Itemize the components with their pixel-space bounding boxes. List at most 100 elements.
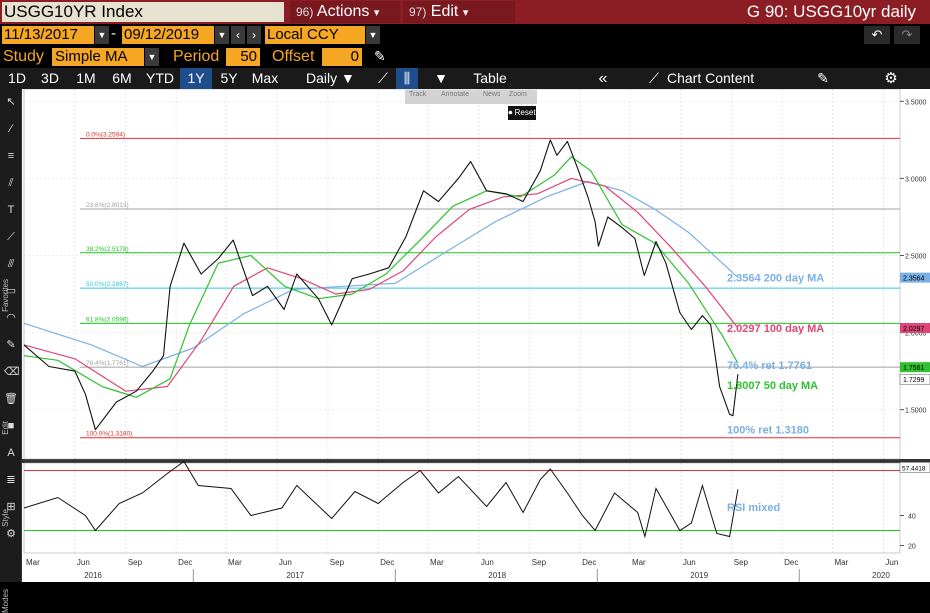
x-month-label: Dec (784, 558, 798, 567)
trash-icon[interactable]: 🗑 (4, 393, 18, 405)
actions-menu-button[interactable]: 96) Actions ▾ (290, 1, 400, 23)
line-tool-icon[interactable]: ∕ (10, 123, 12, 135)
period-field[interactable]: 50 (226, 48, 260, 66)
pencil-icon[interactable]: ✎ (374, 48, 386, 64)
settings-icon[interactable]: ⚙ (6, 528, 16, 540)
undo-icon[interactable]: ↶ (864, 26, 890, 44)
price-chart[interactable]: 0.0%(3.2594) 23.6%(2.8013) 38.2%(2.5178) 50… (22, 89, 930, 582)
x-month-label: Dec (178, 558, 192, 567)
edit-menu-button[interactable]: 97) Edit ▾ (403, 1, 515, 23)
bar-chart-icon[interactable]: ⫼ (396, 68, 418, 89)
start-date-field[interactable]: 11/13/2017 (2, 26, 94, 44)
x-month-label: Jun (885, 558, 898, 567)
x-month-label: Jun (77, 558, 90, 567)
table-button[interactable]: Table (473, 70, 507, 86)
x-month-label: Sep (532, 558, 547, 567)
chart-content-button[interactable]: Chart Content (667, 70, 755, 86)
x-axis-area (22, 553, 930, 582)
period-label: Period (173, 48, 220, 65)
weight-icon[interactable]: ≣ (6, 474, 16, 486)
annotate-icon[interactable]: ✎ (817, 70, 829, 86)
axis-tag-box (900, 272, 930, 283)
offset-label: Offset (272, 48, 315, 65)
channel-tool-icon[interactable]: ⫻ (7, 258, 15, 270)
end-date-field[interactable]: 09/12/2019 (122, 26, 214, 44)
x-month-label: Mar (632, 558, 646, 567)
period-button-3d[interactable]: 3D (41, 70, 59, 86)
x-month-label: Mar (834, 558, 848, 567)
x-year-label: 2016 (84, 571, 102, 580)
gear-icon[interactable]: ⚙ (884, 70, 898, 87)
parallel-tool-icon[interactable]: ⫽ (8, 177, 14, 189)
fib-tool-icon[interactable]: ≡ (7, 150, 15, 162)
x-year-label: 2018 (488, 571, 506, 580)
period-button-6m[interactable]: 6M (112, 70, 132, 86)
edit-section-label: Edit (1, 421, 10, 435)
x-month-label: Mar (228, 558, 242, 567)
mode-icon[interactable]: ⊞ (6, 501, 16, 513)
period-button-1d[interactable]: 1D (8, 70, 26, 86)
start-date-dropdown-icon[interactable]: ▼ (95, 26, 109, 44)
currency-field[interactable]: Local CCY (265, 26, 365, 44)
reset-button[interactable]: ⏺ Reset (508, 106, 536, 120)
x-month-label: Mar (430, 558, 444, 567)
fib-level-label: 0.0%(3.2594) (86, 131, 125, 138)
rsi-right-axis (900, 463, 930, 553)
x-month-label: Sep (734, 558, 749, 567)
currency-dropdown-icon[interactable]: ▼ (366, 26, 380, 44)
chevron-right-icon[interactable]: › (247, 26, 261, 44)
period-button-ytd[interactable]: YTD (146, 70, 174, 86)
chart-mode-bar[interactable]: Track Annotate News Zoom (405, 90, 537, 104)
redo-icon[interactable]: ↷ (894, 26, 920, 44)
brush-tool-icon[interactable]: ✎ (6, 339, 16, 351)
date-separator: - (111, 25, 116, 42)
rsi-y-tick-label: 40 (908, 514, 916, 521)
axis-tag-box (899, 373, 930, 385)
font-icon[interactable]: A (7, 447, 15, 459)
ray-tool-icon[interactable]: ⟋ (7, 231, 15, 243)
edit-menu-number: 97) (409, 5, 427, 19)
modes-section-label: Modes (1, 589, 10, 613)
chevron-left-icon[interactable]: ‹ (231, 26, 245, 44)
line-chart-icon[interactable]: ⟋ (378, 70, 388, 86)
chevron-down-icon: ▾ (373, 7, 380, 19)
x-month-label: Sep (128, 558, 143, 567)
mode-news[interactable]: News (483, 91, 501, 98)
drawing-toolbar: ↖ ∕ ≡ ⫽ T ⟋ ⫻ ▭ ◠ ✎ ⌫ 🗑 ■ A ≣ ⊞ ⚙ Favorites Edit Style M… (0, 89, 22, 613)
axis-tag-label: 2.3564 (903, 276, 925, 283)
x-month-label: Jun (683, 558, 696, 567)
period-button-max[interactable]: Max (251, 70, 279, 86)
collapse-icon[interactable]: « (598, 70, 608, 87)
offset-field[interactable]: 0 (322, 48, 362, 66)
chart-type-dropdown-icon[interactable]: ▼ (434, 70, 448, 86)
cursor-icon[interactable]: ↖ (6, 96, 16, 108)
rsi-plot-area (22, 463, 900, 553)
ticker-field[interactable]: USGG10YR Index (2, 2, 284, 22)
period-button-1y[interactable]: 1Y (180, 68, 212, 89)
rsi-last-box (899, 462, 930, 473)
text-tool-icon[interactable]: T (7, 204, 15, 216)
end-date-dropdown-icon[interactable]: ▼ (215, 26, 229, 44)
arc-tool-icon[interactable]: ◠ (6, 312, 16, 324)
color-icon[interactable]: ■ (7, 420, 15, 432)
date-range-bar: 11/13/2017 ▼ - 09/12/2019 ▼ ‹ › Local CC… (0, 24, 930, 46)
study-field[interactable]: Simple MA (52, 48, 144, 66)
favorites-section-label: Favorites (1, 279, 10, 312)
chart-content-icon: ⟋ (649, 70, 659, 86)
eraser-icon[interactable]: ⌫ (4, 366, 20, 378)
screen-title: G 90: USGG10yr daily (746, 2, 916, 21)
study-dropdown-icon[interactable]: ▼ (145, 48, 159, 66)
mode-annotate[interactable]: Annotate (441, 91, 470, 98)
mode-zoom[interactable]: Zoom (509, 91, 527, 98)
reset-label: Reset (514, 108, 536, 117)
y-tick-label: 3.0000 (905, 176, 927, 183)
period-button-1m[interactable]: 1M (76, 70, 96, 86)
mode-track[interactable]: Track (409, 91, 427, 98)
axis-tag-label: 2.0297 (903, 326, 925, 333)
actions-menu-label: Actions (316, 3, 370, 20)
rect-tool-icon[interactable]: ▭ (5, 285, 17, 297)
frequency-select[interactable]: Daily ▼ (306, 70, 355, 86)
period-button-5y[interactable]: 5Y (220, 70, 238, 86)
y-tick-label: 2.5000 (905, 254, 927, 261)
series-ma200-line (23, 180, 739, 368)
